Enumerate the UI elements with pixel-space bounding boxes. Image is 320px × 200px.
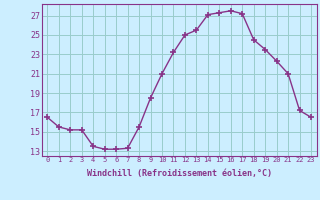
X-axis label: Windchill (Refroidissement éolien,°C): Windchill (Refroidissement éolien,°C) (87, 169, 272, 178)
